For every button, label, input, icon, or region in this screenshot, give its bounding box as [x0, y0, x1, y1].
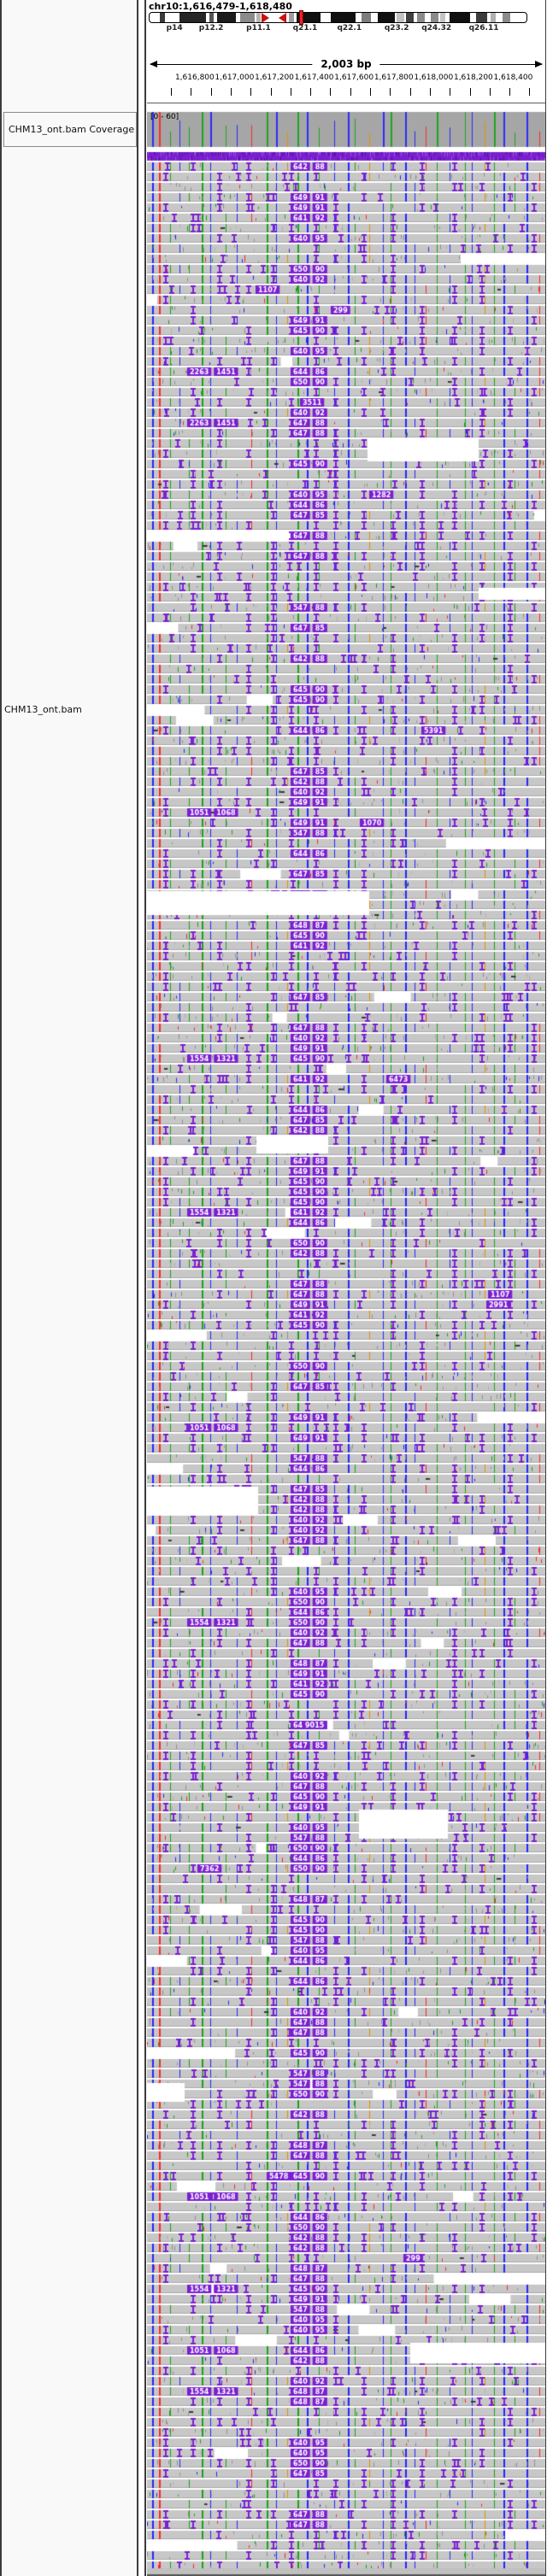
alignment-track-canvas[interactable]: [147, 103, 545, 2576]
ruler-tick-label: 1,617,600: [334, 73, 374, 82]
cytoband: [296, 13, 321, 22]
ruler-arrow-right-icon: [535, 61, 543, 67]
cytoband-label: q22.1: [337, 24, 362, 32]
ruler-tick-label: 1,617,400: [294, 73, 334, 82]
cytoband-label: p14: [166, 24, 183, 32]
reference-header: chr10:1,616,479-1,618,480 p14 p12.2 p11.1 q…: [147, 0, 545, 103]
ruler-tick: [231, 88, 232, 96]
ruler-tick: [250, 88, 252, 96]
cytoband: [377, 13, 396, 22]
cytoband-label: q26.11: [468, 24, 499, 32]
cytoband: [449, 13, 470, 22]
cytoband: [179, 13, 207, 22]
cytoband: [209, 13, 215, 22]
cytoband-label: q23.2: [384, 24, 409, 32]
cytoband: [216, 13, 236, 22]
cytoband: [160, 13, 165, 22]
cytoband: [440, 13, 445, 22]
ruler-tick: [330, 88, 332, 96]
ruler-tick-label: 1,616,800: [174, 73, 215, 82]
coverage-track-label[interactable]: CHM13_ont.bam Coverage: [3, 112, 137, 147]
cytoband: [330, 13, 356, 22]
centromere-right-icon: [279, 13, 287, 22]
track-name-panel: CHM13_ont.bam Coverage CHM13_ont.bam: [0, 0, 138, 2576]
ruler-tick-label: 1,618,000: [414, 73, 454, 82]
cytoband-label: q21.1: [292, 24, 318, 32]
ruler-tick: [270, 88, 272, 96]
panel-divider: [144, 0, 146, 2576]
cytoband: [475, 13, 488, 22]
cytoband: [430, 13, 438, 22]
cytoband-labels: p14 p12.2 p11.1 q21.1 q22.1 q23.2 q24.32 q26.11: [149, 24, 527, 33]
alignment-track-label[interactable]: CHM13_ont.bam: [4, 704, 82, 715]
chromosome-ideogram[interactable]: [149, 12, 527, 23]
view-span-label: 2,003 bp: [312, 58, 380, 70]
panel-right-edge: [544, 0, 546, 2576]
ruler-tick: [489, 88, 491, 96]
ruler-tick: [529, 88, 531, 96]
ruler-tick: [390, 88, 391, 96]
ruler-tick: [310, 88, 312, 96]
ruler-tick: [350, 88, 351, 96]
ruler-tick: [210, 88, 212, 96]
ruler-tick-labels: 1,616,800 1,617,000 1,617,200 1,617,400 1,61…: [147, 73, 545, 84]
ruler-tick-label: 1,618,200: [453, 73, 493, 82]
ruler-tick: [429, 88, 431, 96]
ruler-tick-label: 1,618,400: [493, 73, 533, 82]
cytoband: [502, 13, 510, 22]
ruler-tick-marks: [147, 88, 545, 97]
ruler-tick: [509, 88, 511, 96]
cytoband: [256, 13, 262, 22]
ruler-tick: [370, 88, 372, 96]
cytoband: [416, 13, 426, 22]
cytoband: [362, 13, 372, 22]
ruler-tick: [409, 88, 411, 96]
view-position-marker: [298, 10, 303, 25]
coverage-track-name: CHM13_ont.bam Coverage: [9, 124, 135, 135]
ruler-tick: [171, 88, 173, 96]
coverage-range-label: [0 - 60]: [150, 113, 179, 121]
cytoband: [490, 13, 496, 22]
locus-title: chr10:1,616,479-1,618,480: [149, 1, 292, 12]
centromere-left-icon: [262, 13, 270, 22]
ruler-tick-label: 1,617,800: [373, 73, 414, 82]
cytoband-label: p12.2: [198, 24, 224, 32]
ruler-tick: [469, 88, 471, 96]
cytoband-label: p11.1: [246, 24, 271, 32]
cytoband: [289, 13, 295, 22]
ruler-arrow-left-icon: [150, 61, 157, 67]
cytoband: [240, 13, 256, 22]
ruler-tick-label: 1,617,200: [255, 73, 294, 82]
cytoband: [406, 13, 415, 22]
ruler-tick-label: 1,617,000: [215, 73, 255, 82]
cytoband: [396, 13, 404, 22]
cytoband-label: q24.32: [421, 24, 452, 32]
